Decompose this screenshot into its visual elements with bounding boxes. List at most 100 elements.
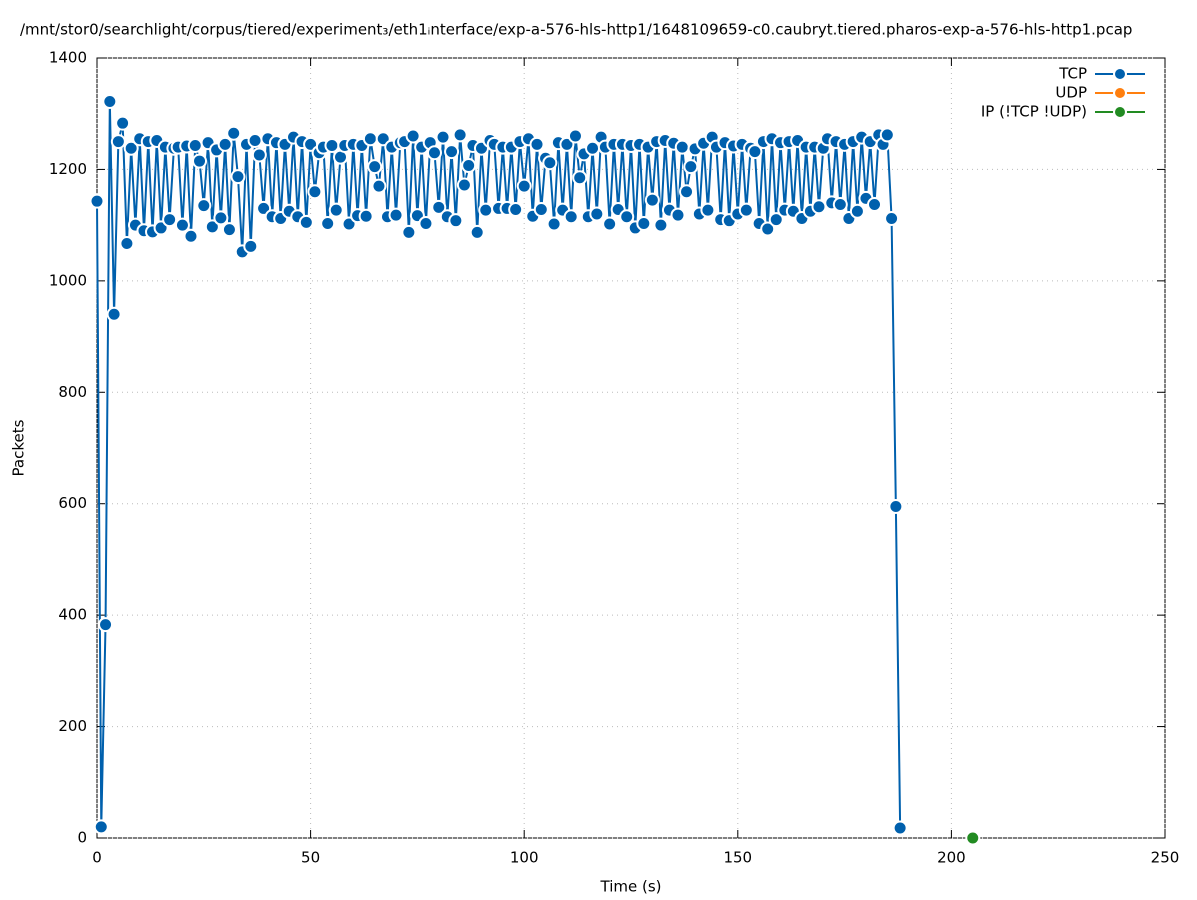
data-point bbox=[187, 137, 203, 153]
data-point bbox=[760, 221, 776, 237]
data-point bbox=[542, 155, 558, 171]
data-point bbox=[115, 115, 131, 131]
data-point bbox=[243, 238, 259, 254]
data-point bbox=[298, 214, 314, 230]
data-point bbox=[529, 136, 545, 152]
chart-title: /mnt/stor0/searchlight/corpus/tiered/exp… bbox=[20, 21, 1132, 39]
data-point bbox=[679, 184, 695, 200]
data-point bbox=[388, 207, 404, 223]
legend-label: UDP bbox=[1055, 84, 1087, 102]
data-point bbox=[644, 192, 660, 208]
data-point bbox=[102, 93, 118, 109]
data-point bbox=[456, 177, 472, 193]
plot-frame bbox=[96, 57, 1166, 839]
data-point bbox=[567, 128, 583, 144]
data-point bbox=[371, 178, 387, 194]
y-tick-label: 0 bbox=[77, 829, 87, 847]
data-point bbox=[213, 210, 229, 226]
data-point bbox=[461, 158, 477, 174]
data-point bbox=[508, 202, 524, 218]
data-point bbox=[888, 499, 904, 514]
data-point bbox=[119, 236, 135, 252]
data-point bbox=[174, 217, 190, 233]
data-point bbox=[585, 140, 601, 156]
data-point bbox=[106, 306, 122, 322]
data-point bbox=[469, 224, 485, 240]
data-point bbox=[418, 215, 434, 231]
data-point bbox=[362, 131, 378, 147]
y-tick-label: 1000 bbox=[49, 271, 87, 289]
data-point bbox=[367, 159, 383, 175]
data-point bbox=[516, 178, 532, 194]
legend-marker bbox=[1113, 86, 1127, 100]
data-point bbox=[98, 617, 114, 633]
data-point bbox=[247, 132, 263, 148]
data-point bbox=[204, 219, 220, 235]
data-point bbox=[435, 129, 451, 145]
data-point bbox=[431, 199, 447, 215]
data-point bbox=[747, 144, 763, 160]
data-point bbox=[328, 202, 344, 218]
x-tick-label: 100 bbox=[510, 849, 539, 867]
data-point bbox=[589, 206, 605, 222]
data-point bbox=[123, 140, 139, 156]
y-tick-label: 600 bbox=[58, 494, 87, 512]
x-tick-label: 250 bbox=[1151, 849, 1180, 867]
data-point bbox=[452, 127, 468, 143]
data-point bbox=[196, 198, 212, 214]
data-point bbox=[192, 153, 208, 169]
data-point bbox=[221, 222, 237, 238]
legend-label: IP (!TCP !UDP) bbox=[981, 103, 1087, 121]
data-point bbox=[358, 208, 374, 224]
x-tick-label: 150 bbox=[723, 849, 752, 867]
data-point bbox=[683, 159, 699, 175]
legend-label: TCP bbox=[1058, 65, 1087, 83]
x-tick-label: 50 bbox=[301, 849, 320, 867]
y-tick-label: 400 bbox=[58, 606, 87, 624]
data-point bbox=[546, 216, 562, 232]
data-point bbox=[879, 127, 895, 143]
data-point bbox=[230, 169, 246, 185]
data-point bbox=[700, 202, 716, 218]
data-point bbox=[572, 170, 588, 186]
x-tick-label: 200 bbox=[937, 849, 966, 867]
data-point bbox=[884, 210, 900, 226]
data-point bbox=[811, 199, 827, 215]
data-point bbox=[162, 212, 178, 228]
data-point bbox=[674, 139, 690, 155]
data-point bbox=[768, 212, 784, 228]
data-point bbox=[89, 193, 105, 209]
data-point bbox=[867, 197, 883, 213]
data-point bbox=[426, 145, 442, 161]
data-point bbox=[670, 207, 686, 223]
data-point bbox=[653, 217, 669, 233]
y-tick-label: 1400 bbox=[49, 49, 87, 67]
data-point bbox=[93, 819, 109, 835]
data-point bbox=[448, 213, 464, 229]
x-tick-label: 0 bbox=[92, 849, 102, 867]
y-tick-label: 200 bbox=[58, 717, 87, 735]
legend-marker bbox=[1113, 67, 1127, 81]
data-point bbox=[251, 147, 267, 163]
data-point bbox=[444, 144, 460, 160]
data-point bbox=[602, 216, 618, 232]
data-point bbox=[965, 830, 981, 846]
data-point bbox=[110, 134, 126, 150]
data-point bbox=[619, 209, 635, 225]
y-tick-label: 1200 bbox=[49, 160, 87, 178]
data-point bbox=[226, 125, 242, 141]
data-point bbox=[217, 136, 233, 152]
data-point bbox=[892, 820, 908, 836]
y-tick-label: 800 bbox=[58, 383, 87, 401]
data-point bbox=[324, 137, 340, 153]
y-axis-label: Packets bbox=[10, 419, 28, 476]
x-axis-label: Time (s) bbox=[600, 878, 662, 896]
data-point bbox=[563, 209, 579, 225]
data-point bbox=[478, 202, 494, 218]
data-point bbox=[849, 203, 865, 219]
data-point bbox=[832, 197, 848, 213]
data-point bbox=[320, 215, 336, 231]
data-point bbox=[401, 224, 417, 240]
legend-marker bbox=[1113, 105, 1127, 119]
